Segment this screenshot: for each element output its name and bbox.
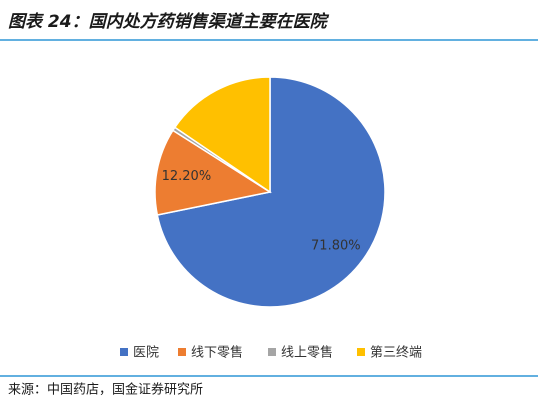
legend-swatch bbox=[178, 348, 186, 356]
chart-title: 图表 24：国内处方药销售渠道主要在医院 bbox=[8, 12, 330, 32]
legend-label: 第三终端 bbox=[370, 345, 422, 361]
legend-label: 线下零售 bbox=[191, 345, 243, 361]
pie-slice bbox=[173, 76, 271, 194]
legend-swatch bbox=[357, 348, 365, 356]
legend-swatch bbox=[120, 348, 128, 356]
legend-label: 医院 bbox=[133, 346, 159, 361]
pie-slice bbox=[154, 129, 272, 216]
source: 来源：中国药店，国金证券研究所 bbox=[8, 382, 203, 398]
data-label: 71.80% bbox=[311, 238, 361, 253]
legend-swatch bbox=[268, 348, 276, 356]
data-label: 12.20% bbox=[162, 169, 212, 184]
legend-label: 线上零售 bbox=[281, 345, 333, 361]
